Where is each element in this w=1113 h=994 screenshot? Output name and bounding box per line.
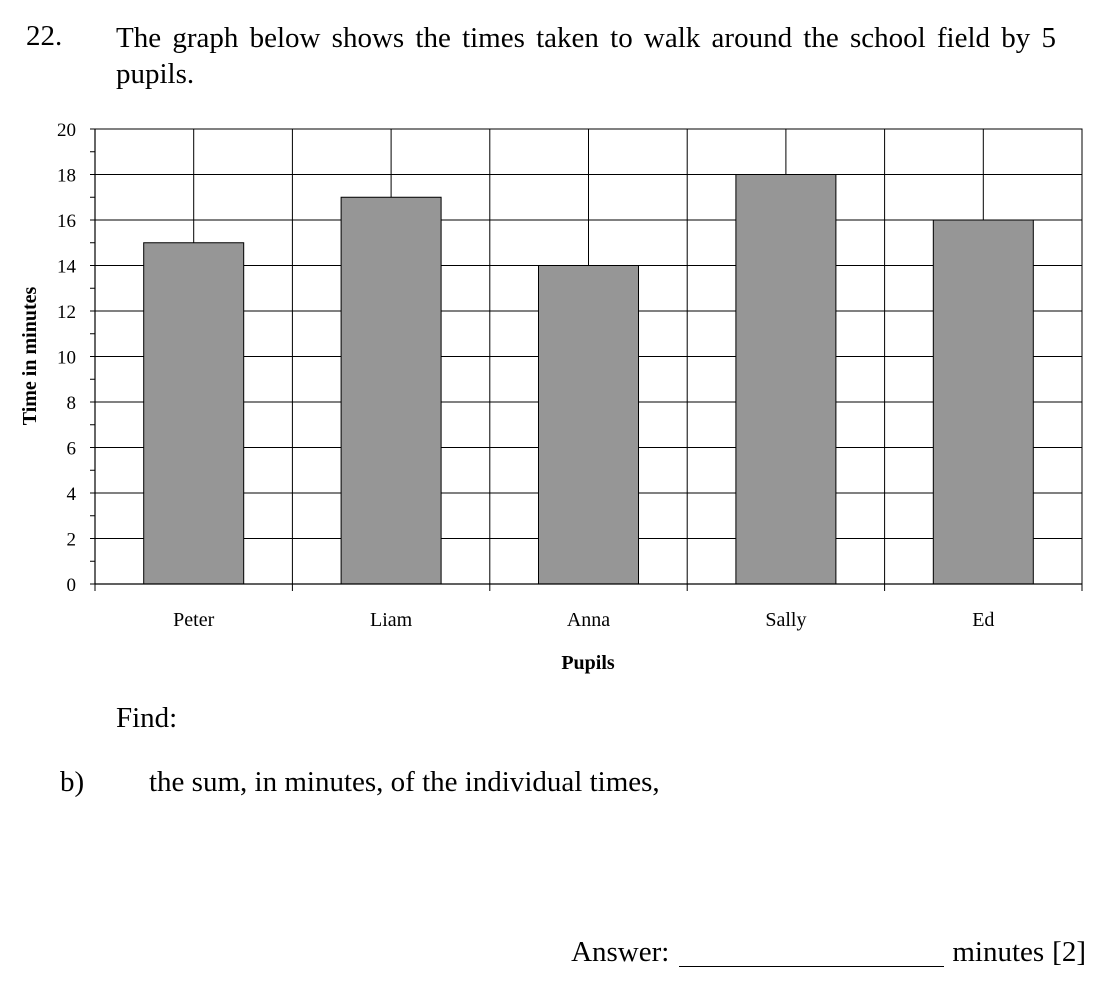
bar-chart: 0 2 4 6 8 10 12 14 16 18 20 Peter Liam Anna Sally Ed Pu… — [19, 120, 1083, 674]
y-tick-label: 20 — [57, 120, 76, 141]
y-tick-label: 0 — [67, 575, 77, 596]
bars — [143, 174, 1034, 585]
bar-peter — [143, 242, 245, 585]
x-tick-label: Ed — [972, 609, 994, 631]
instruction-text: Find: — [116, 702, 178, 734]
x-tick-label: Anna — [567, 609, 610, 631]
question-number: 22. — [26, 20, 63, 52]
marks-label: [2] — [1052, 936, 1086, 968]
bar-anna — [538, 265, 639, 585]
tick-labels: 0 2 4 6 8 10 12 14 16 18 20 Peter Liam Anna Sally Ed — [57, 120, 994, 631]
y-tick-label: 16 — [57, 211, 76, 232]
axes — [90, 128, 1083, 591]
y-axis-label: Time in minutes — [19, 287, 41, 426]
y-tick-label: 4 — [67, 484, 77, 505]
answer-label: Answer: — [571, 936, 670, 968]
x-tick-label: Liam — [370, 609, 413, 631]
part-text: the sum, in minutes, of the individual t… — [149, 766, 660, 798]
answer-blank[interactable] — [679, 966, 945, 967]
y-tick-label: 6 — [67, 439, 77, 460]
y-tick-label: 18 — [57, 166, 76, 187]
answer-unit: minutes — [952, 936, 1045, 968]
y-tick-label: 14 — [57, 257, 77, 278]
x-axis-label: Pupils — [561, 652, 615, 674]
x-tick-label: Sally — [765, 609, 806, 631]
bar-ed — [932, 219, 1034, 585]
question-text: The graph below shows the times taken to… — [116, 22, 1056, 90]
y-tick-label: 8 — [67, 393, 77, 414]
part-label: b) — [60, 766, 85, 798]
y-tick-label: 10 — [57, 348, 76, 369]
answer-row: Answer: minutes [2] — [571, 936, 1086, 969]
y-tick-label: 2 — [67, 530, 77, 551]
y-tick-label: 12 — [57, 302, 76, 323]
bar-liam — [340, 196, 442, 585]
bar-sally — [735, 174, 837, 585]
x-tick-label: Peter — [173, 609, 214, 631]
